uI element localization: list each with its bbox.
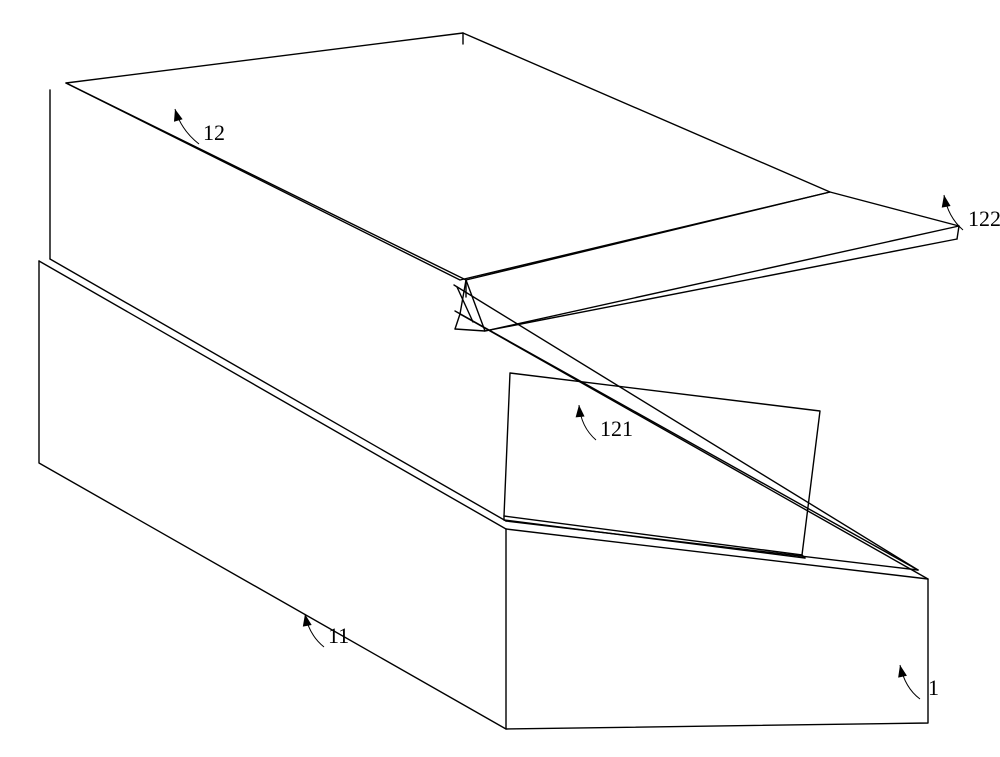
label-122: 122	[968, 206, 1000, 231]
label-12: 12	[203, 120, 225, 145]
arrowhead-12	[174, 109, 183, 122]
arrowhead-122	[942, 195, 951, 208]
lead-121	[579, 405, 596, 440]
arrowhead-1	[898, 665, 907, 678]
lid-open-panel	[466, 192, 959, 331]
housing-outline	[39, 83, 928, 729]
label-121: 121	[600, 416, 633, 441]
patent-figure: 12122121111	[0, 0, 1000, 757]
arrowhead-121	[576, 405, 585, 417]
lid-closed-panel	[66, 33, 830, 280]
label-11: 11	[328, 623, 349, 648]
tray-rim	[504, 373, 820, 555]
label-1: 1	[928, 675, 939, 700]
